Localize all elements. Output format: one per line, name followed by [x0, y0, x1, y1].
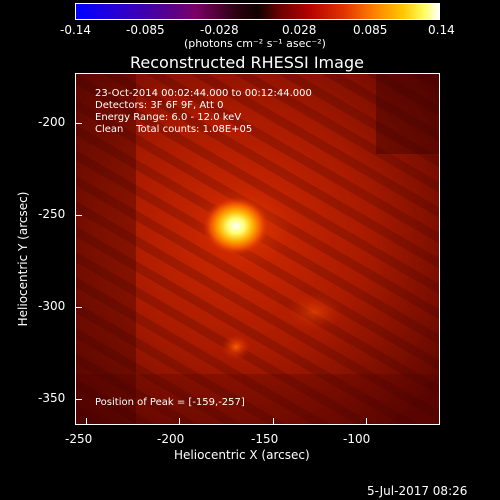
- colorbar-tick-6: 0.14: [428, 23, 455, 37]
- x-tick-label-2: -200: [157, 432, 185, 446]
- y-axis-title: Heliocentric Y (arcsec): [16, 191, 30, 327]
- y-tick-label-1: -200: [38, 115, 66, 129]
- colorbar-tick-4: 0.028: [282, 23, 317, 37]
- x-tick-label-4: -100: [343, 432, 371, 446]
- x-tick-label-3: -150: [251, 432, 279, 446]
- y-tick-mark-2: [76, 215, 82, 216]
- x-tick-mark-2: [179, 418, 180, 424]
- info-line-1: 23-Oct-2014 00:02:44.000 to 00:12:44.000: [95, 88, 312, 99]
- y-tick-mark-4: [76, 399, 82, 400]
- y-tick-mark-1: [76, 123, 82, 124]
- x-tick-mark-3: [273, 418, 274, 424]
- peak-position-label: Position of Peak = [-159,-257]: [95, 397, 245, 408]
- colorbar-tick-3: -0.028: [200, 23, 239, 37]
- rhessi-image: [76, 74, 439, 424]
- y-tick-label-2: -250: [38, 207, 66, 221]
- info-line-4: Clean Total counts: 1.08E+05: [95, 124, 253, 135]
- x-tick-label-1: -250: [65, 432, 93, 446]
- colorbar-tick-1: -0.14: [60, 23, 92, 37]
- y-tick-label-3: -300: [38, 299, 66, 313]
- y-tick-label-4: -350: [38, 391, 66, 405]
- y-tick-mark-3: [76, 307, 82, 308]
- secondary-source: [221, 334, 251, 360]
- colorbar-tick-5: 0.085: [353, 23, 388, 37]
- plot-area: 23-Oct-2014 00:02:44.000 to 00:12:44.000…: [75, 73, 440, 425]
- colorbar-tick-2: -0.085: [126, 23, 165, 37]
- x-tick-mark-1: [86, 418, 87, 424]
- image-title: Reconstructed RHESSI Image: [130, 53, 364, 72]
- x-axis-title: Heliocentric X (arcsec): [174, 448, 310, 462]
- info-line-2: Detectors: 3F 6F 9F, Att 0: [95, 100, 224, 111]
- colorbar: [75, 3, 440, 20]
- flare-peak: [202, 196, 270, 256]
- info-line-3: Energy Range: 6.0 - 12.0 keV: [95, 112, 242, 123]
- footer-date: 5-Jul-2017 08:26: [367, 484, 468, 498]
- x-tick-mark-4: [366, 418, 367, 424]
- colorbar-unit-label: (photons cm⁻² s⁻¹ asec⁻²): [184, 37, 326, 50]
